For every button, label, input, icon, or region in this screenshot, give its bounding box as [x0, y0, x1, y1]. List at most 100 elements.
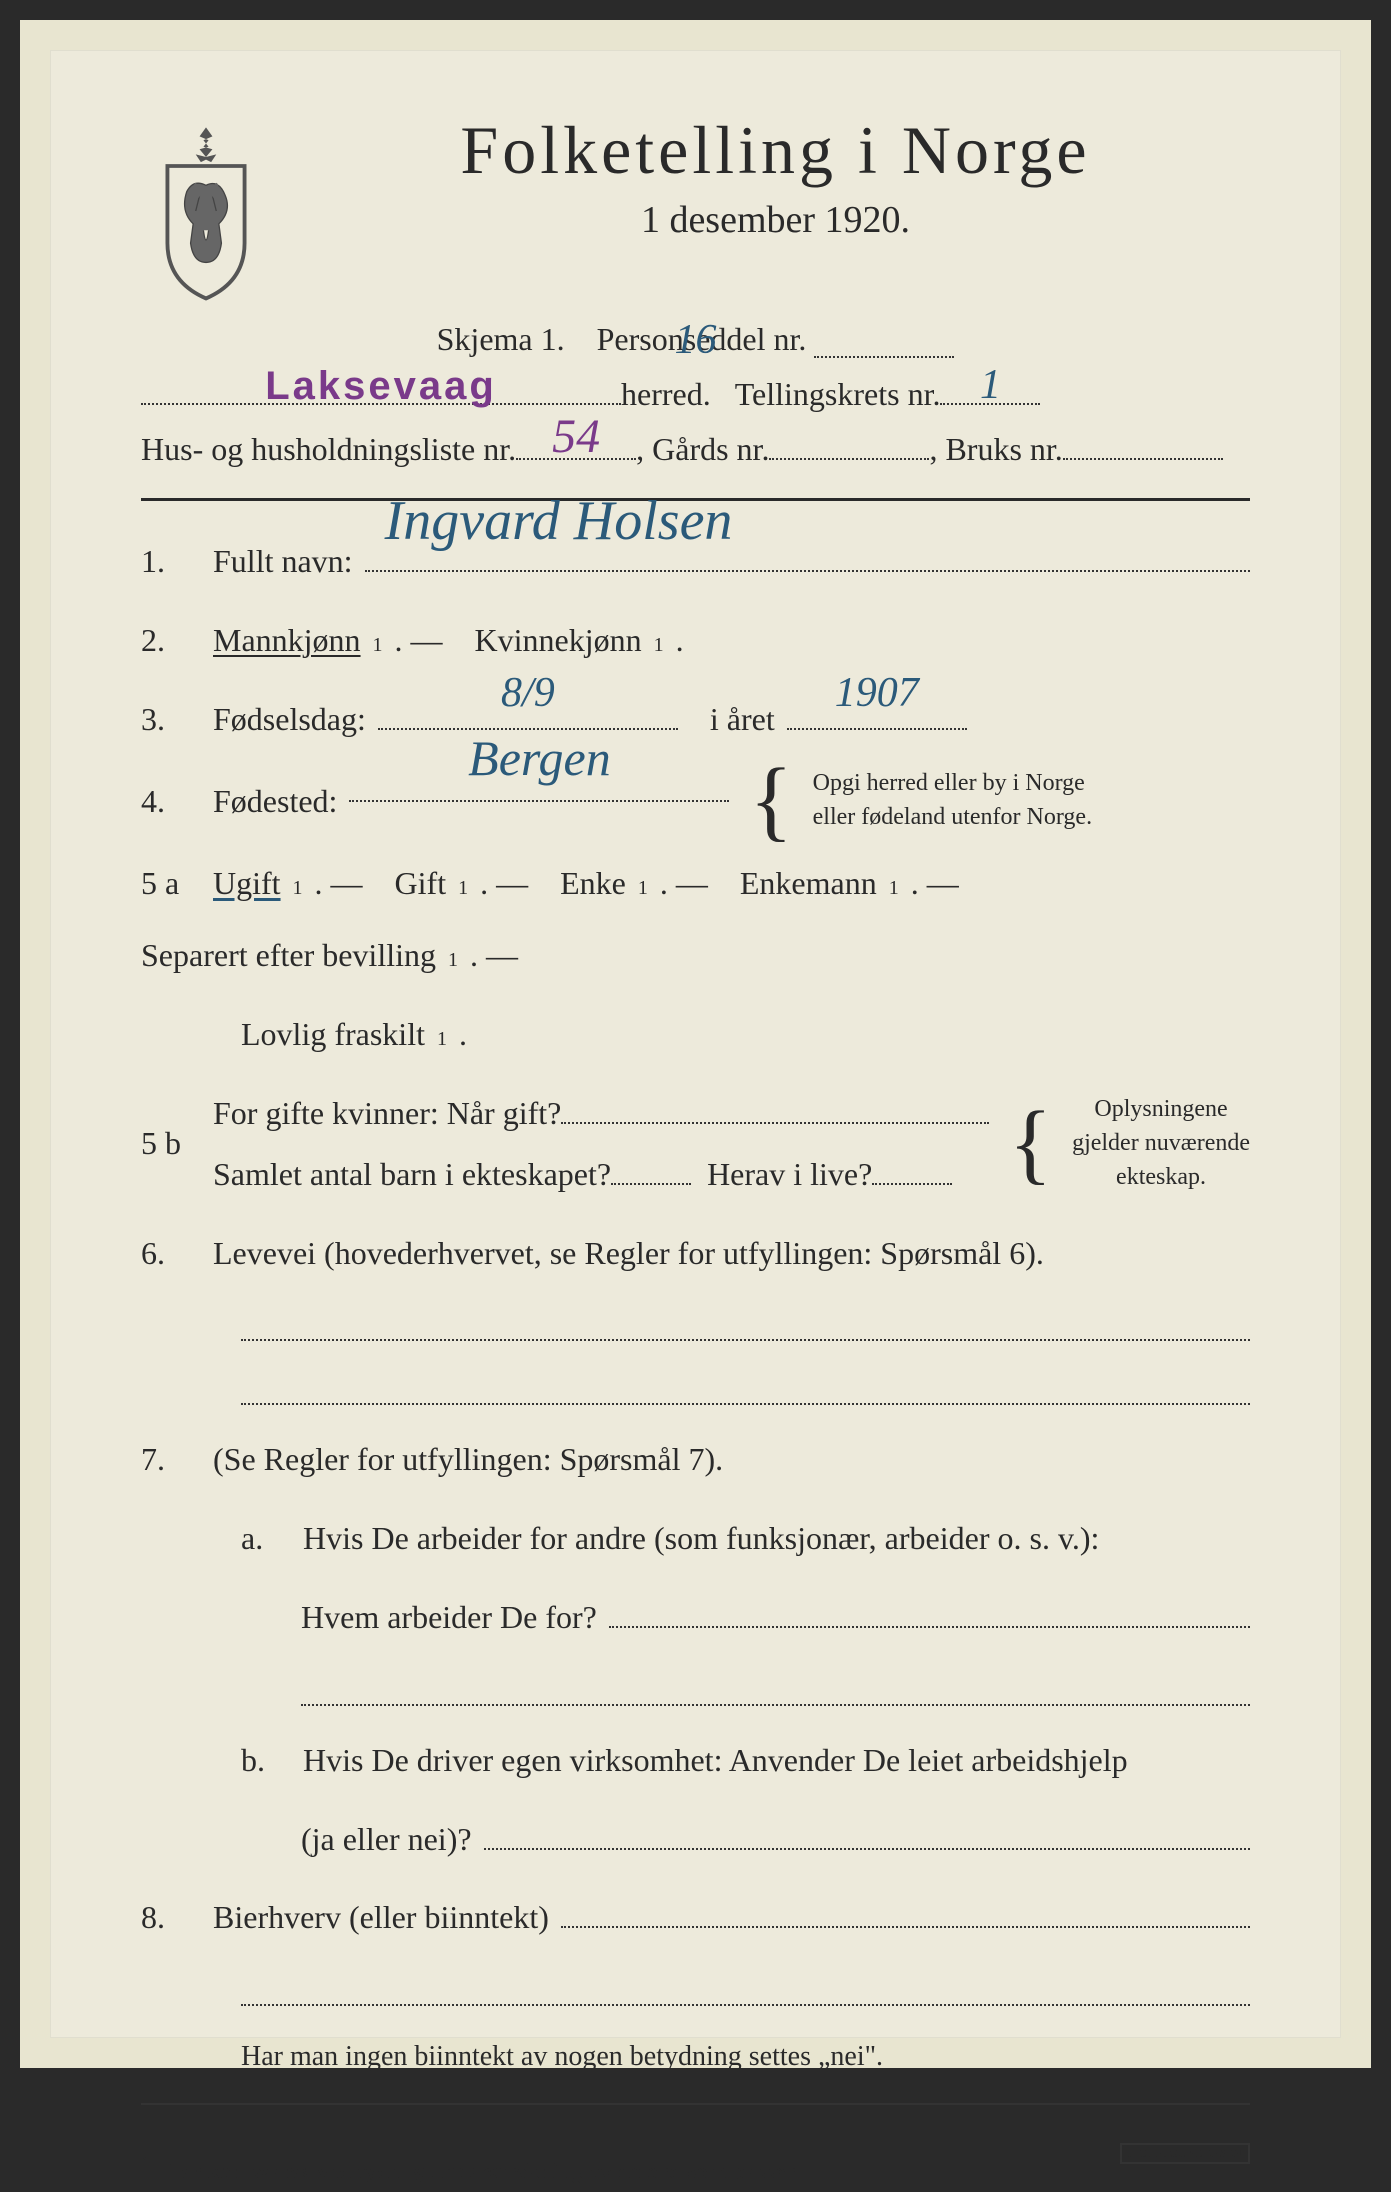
- q4-row: 4. Fødested: Bergen { Opgi herred eller …: [141, 767, 1250, 834]
- q7a-num: a.: [241, 1508, 291, 1569]
- brace-icon-2: {: [1009, 1117, 1052, 1171]
- schema-label: Skjema 1.: [437, 321, 565, 357]
- q4-num: 4.: [141, 771, 201, 832]
- q1-field: Ingvard Holsen: [365, 532, 1250, 572]
- q3-num: 3.: [141, 689, 201, 750]
- q7a-label1: Hvis De arbeider for andre (som funksjon…: [303, 1508, 1099, 1569]
- personseddel-field: 16: [814, 356, 954, 358]
- q5b-row: 5 b For gifte kvinner: Når gift? Samlet …: [141, 1083, 1250, 1205]
- q3-row: 3. Fødselsdag: 8/9 i året 1907: [141, 689, 1250, 750]
- q5b-label1: For gifte kvinner: Når gift?: [213, 1083, 561, 1144]
- q7-label: (Se Regler for utfyllingen: Spørsmål 7).: [213, 1429, 723, 1490]
- q5b-note2: gjelder nuværende: [1072, 1130, 1250, 1156]
- gards-label: , Gårds nr.: [636, 431, 769, 468]
- q5a-d4: . —: [911, 853, 959, 914]
- scan-background: Folketelling i Norge 1 desember 1920. Sk…: [20, 20, 1371, 2068]
- form-meta: Skjema 1. Personseddel nr. 16 Laksevaag …: [141, 321, 1250, 468]
- q8-line2-wrap: [141, 1966, 1250, 2006]
- q7b-label2: (ja eller nei)?: [301, 1809, 472, 1870]
- q5a-s2: 1: [458, 869, 468, 907]
- q4-note2: eller fødeland utenfor Norge.: [813, 804, 1092, 830]
- subtitle: 1 desember 1920.: [301, 198, 1250, 242]
- q7b-num: b.: [241, 1730, 291, 1791]
- q8-row: 8. Bierhverv (eller biinntekt): [141, 1887, 1250, 1948]
- q5b-field2: [611, 1183, 691, 1185]
- q1-value: Ingvard Holsen: [385, 468, 733, 574]
- q6-num: 6.: [141, 1223, 201, 1284]
- q5a-d2: . —: [480, 853, 528, 914]
- bruks-field: [1063, 458, 1223, 460]
- q8-label: Bierhverv (eller biinntekt): [213, 1887, 549, 1948]
- q6-label: Levevei (hovederhvervet, se Regler for u…: [213, 1223, 1044, 1284]
- footnote-text: Her kan svares ved tydelig understreknin…: [164, 2159, 800, 2184]
- q6-line2: [241, 1365, 1250, 1405]
- q5a-s6: 1: [437, 1020, 447, 1058]
- q5b-field3: [872, 1183, 952, 1185]
- q5b-label2: Samlet antal barn i ekteskapet?: [213, 1144, 611, 1205]
- footnote: 1 Her kan svares ved tydelig understrekn…: [141, 2145, 800, 2192]
- herred-field: Laksevaag: [141, 403, 621, 405]
- q7-row: 7. (Se Regler for utfyllingen: Spørsmål …: [141, 1429, 1250, 1490]
- bottom-note: Har man ingen biinntekt av nogen betydni…: [141, 2030, 1250, 2083]
- personseddel-value: 16: [675, 316, 717, 364]
- q5a-dot: .: [459, 1004, 467, 1065]
- q5a-s5: 1: [448, 941, 458, 979]
- tellingskrets-label: Tellingskrets nr.: [735, 376, 941, 413]
- q1-row: 1. Fullt navn: Ingvard Holsen: [141, 531, 1250, 592]
- q5a-separert: Separert efter bevilling: [141, 925, 436, 986]
- q5a-row2: Lovlig fraskilt 1.: [141, 1004, 1250, 1065]
- footnote-sup: 1: [141, 2153, 152, 2175]
- gards-field: [769, 458, 929, 460]
- q5a-fraskilt: Lovlig fraskilt: [241, 1004, 425, 1065]
- q5b-label3: Herav i live?: [707, 1144, 872, 1205]
- q7a-line2: [141, 1666, 1250, 1706]
- q3-year-label: i året: [710, 689, 775, 750]
- q5b-num: 5 b: [141, 1113, 201, 1174]
- husliste-value: 54: [552, 409, 600, 464]
- q4-field: Bergen: [349, 800, 729, 802]
- q3-label: Fødselsdag:: [213, 689, 366, 750]
- form-body: 1. Fullt navn: Ingvard Holsen 2. Mannkjø…: [141, 531, 1250, 2192]
- q7b-label1: Hvis De driver egen virksomhet: Anvender…: [303, 1730, 1128, 1791]
- q5a-ugift: Ugift: [213, 853, 281, 914]
- q7a-field: [609, 1588, 1250, 1628]
- q7-num: 7.: [141, 1429, 201, 1490]
- herred-line: Laksevaag herred. Tellingskrets nr. 1: [141, 376, 1250, 413]
- brace-icon: {: [749, 774, 792, 828]
- q2-dash1: . —: [395, 610, 443, 671]
- q5a-enke: Enke: [560, 853, 626, 914]
- q6-row: 6. Levevei (hovederhvervet, se Regler fo…: [141, 1223, 1250, 1284]
- q5a-s3: 1: [638, 869, 648, 907]
- q5b-content: For gifte kvinner: Når gift? Samlet anta…: [213, 1083, 989, 1205]
- q5a-s1: 1: [293, 869, 303, 907]
- tellingskrets-value: 1: [980, 361, 1001, 409]
- q5b-note3: ekteskap.: [1116, 1164, 1206, 1190]
- q5b-note1: Oplysningene: [1094, 1096, 1227, 1122]
- q8-num: 8.: [141, 1887, 201, 1948]
- q8-line2: [241, 1966, 1250, 2006]
- q4-label: Fødested:: [213, 771, 337, 832]
- q4-value: Bergen: [468, 711, 611, 806]
- q5a-num: 5 a: [141, 853, 201, 914]
- q5a-d1: . —: [315, 853, 363, 914]
- q5b-line2: Samlet antal barn i ekteskapet? Herav i …: [213, 1144, 989, 1205]
- q5a-d5: . —: [470, 925, 518, 986]
- q7a-row2: Hvem arbeider De for?: [141, 1587, 1250, 1648]
- q2-sup2: 1: [654, 626, 664, 664]
- q3-year-field: 1907: [787, 728, 967, 730]
- q2-dot: .: [676, 610, 684, 671]
- q7a-row: a. Hvis De arbeider for andre (som funks…: [141, 1508, 1250, 1569]
- footnote-bar: 1 Her kan svares ved tydelig understrekn…: [141, 2103, 1250, 2192]
- husliste-line: Hus- og husholdningsliste nr. 54 , Gårds…: [141, 431, 1250, 468]
- q7b-row: b. Hvis De driver egen virksomhet: Anven…: [141, 1730, 1250, 1791]
- q1-label: Fullt navn:: [213, 531, 353, 592]
- herred-stamp: Laksevaag: [265, 364, 497, 409]
- header: Folketelling i Norge 1 desember 1920.: [141, 111, 1250, 301]
- q3-year: 1907: [835, 654, 919, 734]
- q7b-field: [484, 1810, 1250, 1850]
- tellingskrets-field: 1: [940, 403, 1040, 405]
- q5b-field1: [561, 1084, 989, 1124]
- title-block: Folketelling i Norge 1 desember 1920.: [301, 111, 1250, 282]
- q5a-gift: Gift: [395, 853, 447, 914]
- q2-mann: Mannkjønn: [213, 610, 361, 671]
